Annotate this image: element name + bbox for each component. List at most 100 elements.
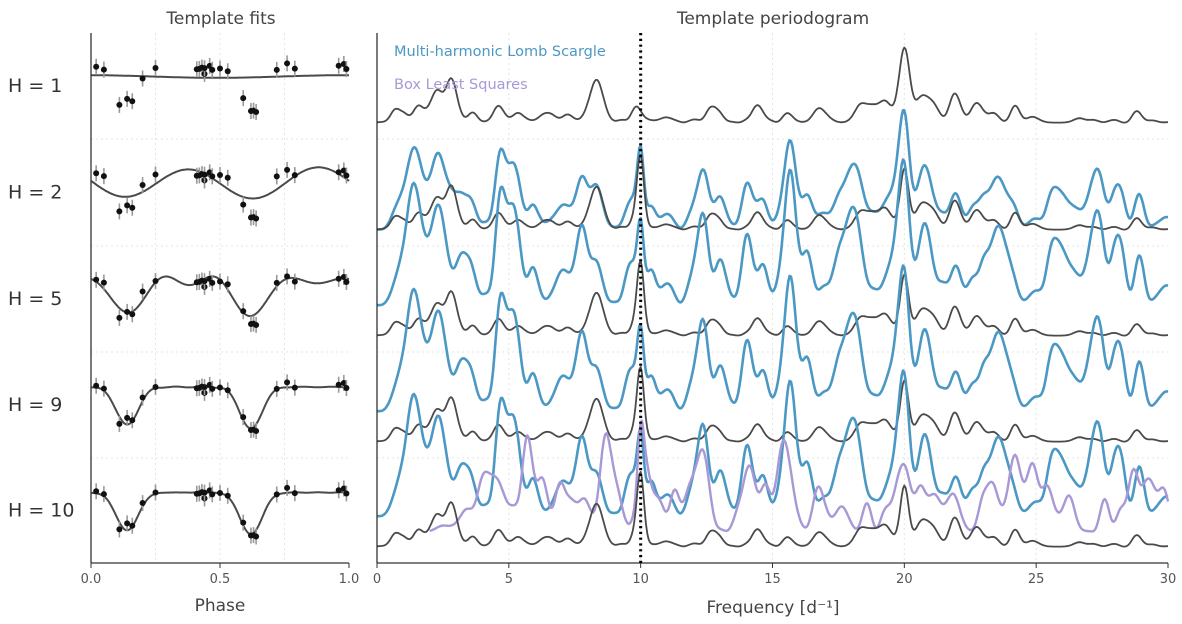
data-point [253,108,260,115]
data-point [273,491,280,498]
data-point [139,182,146,189]
data-point [224,387,231,394]
left-x-ticks: 0.0 0.5 1.0 [81,563,359,587]
data-point [284,60,291,67]
data-point [209,279,216,286]
data-point [343,172,350,179]
data-point [291,278,298,285]
data-point [209,173,216,180]
data-point [201,65,208,72]
data-point [340,379,347,386]
data-point [139,288,146,295]
right-x-ticks: 0 5 10 15 20 25 30 [373,563,1176,587]
left-panel-title: Template fits [165,9,275,29]
data-point [201,171,208,178]
data-point [124,202,131,209]
data-point [291,65,298,72]
data-point [284,273,291,280]
data-point [340,167,347,174]
mhls-periodogram-line [377,158,1169,307]
data-point [124,95,131,102]
data-point [284,484,291,491]
data-point [224,68,231,75]
data-point [152,489,159,496]
template-model-curve [91,74,349,79]
bls-periodogram-line [429,419,1170,533]
data-point [217,490,223,497]
data-point [335,381,342,388]
template-periodogram-line [376,260,1169,337]
data-point [129,522,136,529]
data-point [209,491,216,498]
data-point [291,490,298,497]
data-point [93,276,100,283]
data-point [224,174,231,181]
data-point [340,273,347,280]
right-tick-label: 10 [632,572,649,587]
data-point [100,173,107,180]
data-point [201,489,208,496]
right-panel-title: Template periodogram [676,9,869,29]
data-point [93,488,100,495]
row-label: H = 5 [8,288,62,310]
data-point [253,533,260,540]
data-point [100,279,107,286]
data-point [291,384,298,391]
row-labels: H = 1 H = 2 H = 5 H = 9 H = 10 [8,75,74,522]
template-periodogram-line [376,46,1169,124]
data-point [291,172,298,179]
data-point [116,314,123,321]
row-label: H = 1 [8,75,62,97]
data-point [129,311,136,318]
right-tick-label: 5 [505,572,513,587]
data-point [240,519,247,526]
data-point [335,275,342,282]
data-point [335,62,342,69]
mhls-periodogram-line [376,109,1169,231]
right-tick-label: 0 [373,572,381,587]
data-point [124,414,131,421]
data-point [129,417,136,424]
data-point [224,281,231,288]
data-point [253,321,260,328]
right-tick-label: 20 [896,572,913,587]
data-point [116,208,123,215]
right-x-axis-label: Frequency [d⁻¹] [706,598,839,618]
right-panel-grid [377,33,1168,563]
data-point [100,491,107,498]
data-point [152,383,159,390]
left-panel-grid [91,33,349,563]
row-label: H = 2 [8,182,62,204]
data-point [93,170,100,177]
data-point [100,385,107,392]
template-model-curve [90,166,350,200]
data-point [209,66,216,73]
template-periodogram-panel [376,46,1170,548]
legend-mhls: Multi-harmonic Lomb Scargle [394,44,606,60]
template-periodogram-line [376,154,1169,231]
data-point [139,75,146,82]
data-point [273,66,280,73]
row-label: H = 9 [8,394,62,416]
data-point [116,420,123,427]
mhls-periodogram-line [377,264,1169,413]
left-tick-label: 0.0 [81,572,102,587]
data-point [116,101,123,108]
left-x-axis-label: Phase [195,596,246,616]
data-point [93,382,100,389]
data-point [217,384,223,391]
data-point [340,485,347,492]
data-point [217,65,223,72]
data-point [343,490,350,497]
data-point [343,66,350,73]
template-fits-panel [90,55,350,545]
data-point [201,278,208,285]
template-periodogram-line [376,366,1169,443]
data-point [217,278,223,285]
data-point [152,64,159,71]
data-point [209,385,216,392]
right-tick-label: 15 [764,572,781,587]
data-point [253,215,260,222]
data-point [335,169,342,176]
mhls-periodogram-line [377,369,1169,518]
